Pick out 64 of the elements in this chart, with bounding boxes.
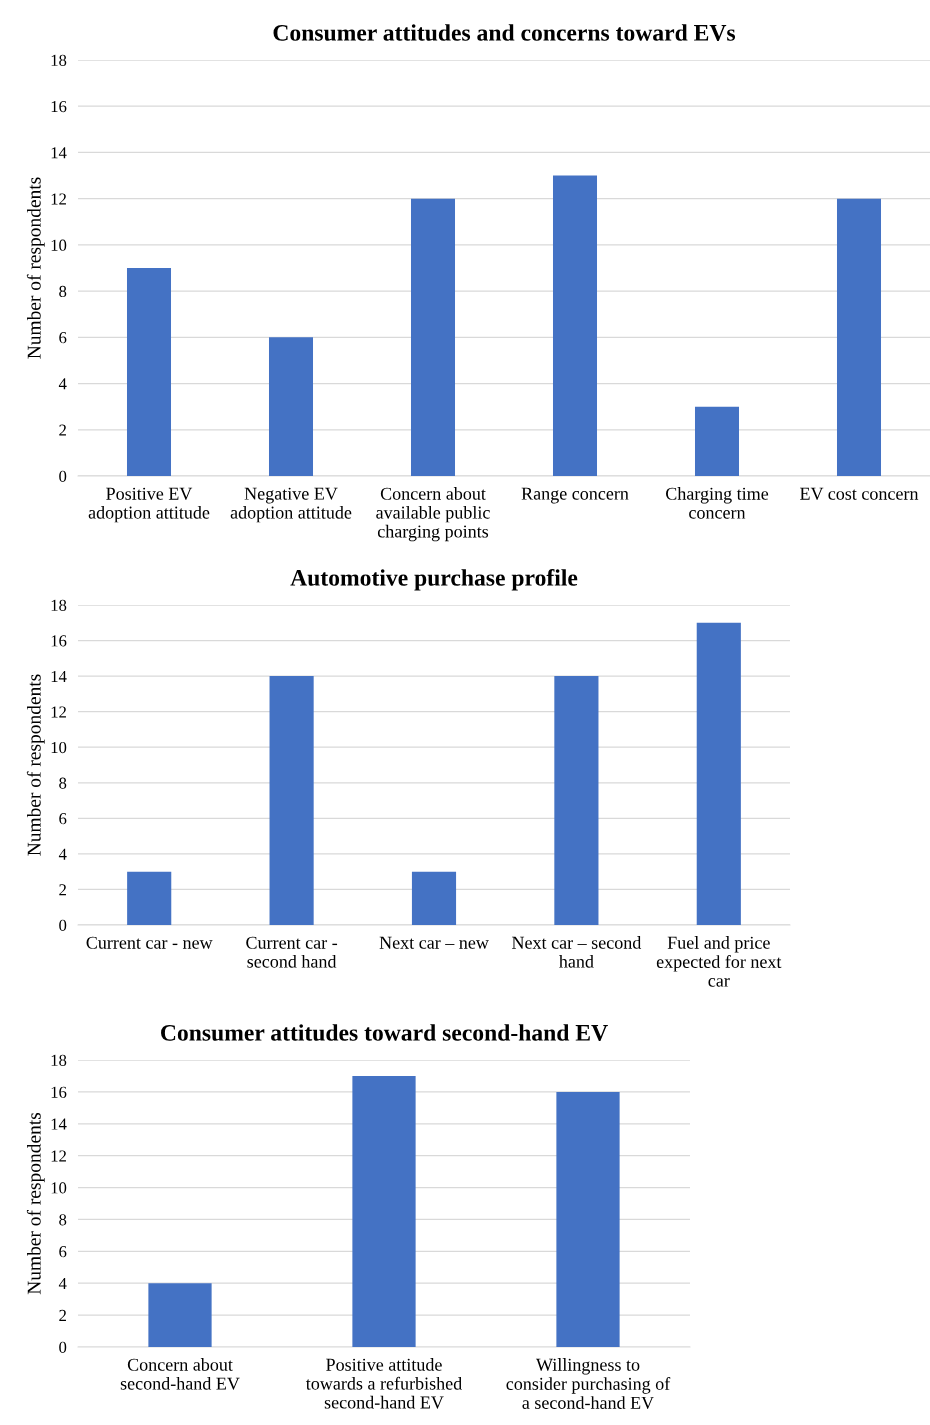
y-tick-label: 14 [51, 1118, 67, 1130]
x-tick-label: Range concern [521, 487, 629, 504]
y-tick-label: 6 [59, 813, 67, 825]
chart-title: Automotive purchase profile [290, 568, 578, 591]
y-tick-label: 2 [59, 424, 66, 436]
y-tick-label: 8 [59, 777, 67, 789]
y-axis-title: Number of respondents [26, 674, 45, 856]
x-tick-label: Current car - second hand [246, 936, 338, 968]
bar [836, 198, 882, 476]
y-tick-label: 6 [59, 1246, 67, 1258]
bar [556, 1091, 620, 1347]
x-tick-label: Charging time concern [666, 487, 769, 519]
bar [269, 676, 314, 925]
y-tick-label: 10 [51, 741, 67, 754]
bar [696, 622, 741, 925]
y-tick-label: 12 [51, 706, 66, 718]
x-tick-label: Positive EV adoption attitude [88, 487, 210, 523]
x-tick-label: Concern about available public charging points [376, 487, 490, 542]
y-tick-label: 14 [51, 670, 67, 682]
x-tick-label: Fuel and price expected for next car [656, 936, 782, 987]
y-tick-label: 0 [59, 1341, 67, 1353]
bar [127, 871, 172, 925]
bar [268, 337, 314, 476]
x-tick-label: Willingness to consider purchasing of a second-hand EV [506, 1358, 671, 1409]
y-tick-label: 12 [51, 193, 66, 205]
y-tick-label: 8 [59, 1214, 67, 1226]
y-tick-label: 18 [51, 599, 67, 611]
bar [694, 406, 740, 476]
y-tick-label: 12 [51, 1150, 66, 1162]
y-axis-title: Number of respondents [26, 1112, 45, 1295]
bar [554, 676, 599, 925]
y-tick-label: 18 [51, 1054, 67, 1066]
chart-title: Consumer attitudes and concerns toward EVs [273, 24, 736, 41]
y-tick-label: 6 [59, 332, 67, 344]
bar [552, 175, 598, 476]
x-tick-label: Concern about second-hand EV [120, 1358, 240, 1390]
y-tick-label: 10 [51, 239, 67, 251]
x-tick-label: Next car – new [379, 936, 489, 949]
bar [411, 871, 457, 925]
x-tick-label: Positive attitude towards a refurbished second-hand EV [305, 1358, 462, 1409]
x-tick-label: Negative EV adoption attitude [230, 487, 352, 523]
y-tick-label: 4 [58, 1278, 67, 1289]
y-tick-label: 16 [51, 635, 67, 647]
y-tick-label: 2 [59, 1309, 66, 1321]
y-tick-label: 0 [59, 470, 67, 482]
y-tick-label: 0 [59, 919, 67, 931]
y-tick-label: 4 [58, 848, 67, 860]
bar [148, 1283, 212, 1347]
y-tick-label: 14 [51, 147, 67, 159]
y-axis-title: Number of respondents [26, 177, 45, 359]
bar [410, 198, 456, 476]
y-tick-label: 10 [51, 1182, 67, 1194]
y-tick-label: 2 [59, 884, 66, 896]
y-tick-label: 8 [59, 285, 67, 298]
x-tick-label: Next car – second hand [511, 936, 642, 968]
x-tick-label: EV cost concern [800, 487, 919, 500]
bar [352, 1075, 416, 1347]
y-tick-label: 16 [51, 1086, 67, 1098]
y-tick-label: 16 [51, 100, 67, 113]
y-tick-label: 4 [58, 378, 67, 390]
chart-title: Consumer attitudes toward second-hand EV [161, 1024, 608, 1041]
bar [126, 268, 172, 476]
x-tick-label: Current car - new [86, 936, 213, 949]
y-tick-label: 18 [51, 54, 67, 66]
